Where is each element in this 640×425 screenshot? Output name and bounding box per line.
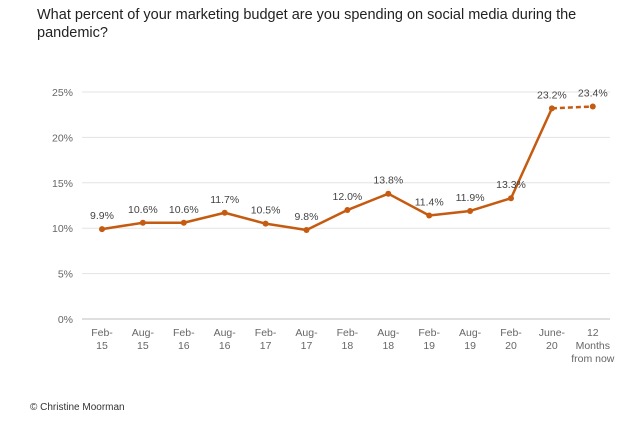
- data-point: [426, 212, 433, 219]
- data-label: 10.5%: [251, 205, 281, 217]
- data-point: [221, 209, 228, 216]
- data-point: [508, 195, 514, 202]
- data-point: [180, 219, 187, 226]
- y-tick-label: 25%: [52, 87, 73, 99]
- x-tick-label: Feb-15: [91, 327, 113, 352]
- series-line: [101, 107, 554, 232]
- data-point: [467, 207, 474, 214]
- x-tick-label: Feb-20: [500, 327, 522, 352]
- x-tick-label: Feb-16: [173, 327, 195, 352]
- data-label: 9.8%: [295, 211, 319, 223]
- chart-title: What percent of your marketing budget ar…: [37, 7, 577, 41]
- x-tick-label: Feb-17: [255, 327, 277, 352]
- x-tick-label: Aug-15: [132, 327, 155, 352]
- x-tick-label: Aug-17: [295, 327, 318, 352]
- x-tick-label: Feb-19: [418, 327, 440, 352]
- data-point: [385, 190, 392, 197]
- data-point: [548, 105, 555, 112]
- y-tick-label: 0%: [58, 314, 73, 326]
- data-point: [139, 219, 146, 226]
- data-label: 11.7%: [210, 194, 239, 206]
- data-label: 13.8%: [373, 175, 403, 187]
- data-label: 9.9%: [90, 210, 114, 222]
- data-label: 11.9%: [456, 192, 485, 204]
- y-tick-label: 10%: [52, 223, 73, 235]
- x-tick-label: Aug-18: [377, 327, 400, 352]
- y-tick-label: 15%: [52, 178, 73, 190]
- y-tick-label: 20%: [52, 132, 73, 144]
- series-line-projection: [551, 105, 593, 110]
- data-label: 10.6%: [169, 204, 199, 216]
- copyright-credit: © Christine Moorman: [30, 402, 125, 413]
- data-point: [262, 220, 269, 227]
- data-point: [589, 103, 596, 110]
- data-point: [344, 207, 351, 214]
- data-point: [99, 226, 105, 233]
- data-label: 23.2%: [537, 89, 567, 101]
- data-label: 12.0%: [333, 191, 363, 203]
- x-tick-label: 12 Months from now: [571, 327, 615, 365]
- data-label: 11.4%: [415, 196, 444, 208]
- data-point: [303, 227, 310, 234]
- x-tick-label: June-20: [539, 327, 566, 352]
- data-label: 10.6%: [128, 204, 158, 216]
- x-tick-label: Feb-18: [337, 327, 359, 352]
- data-label: 13.3%: [496, 179, 526, 191]
- data-label: 23.4%: [578, 88, 608, 100]
- x-tick-label: Aug-19: [459, 327, 482, 352]
- y-tick-label: 5%: [58, 269, 73, 281]
- x-tick-label: Aug-16: [214, 327, 237, 352]
